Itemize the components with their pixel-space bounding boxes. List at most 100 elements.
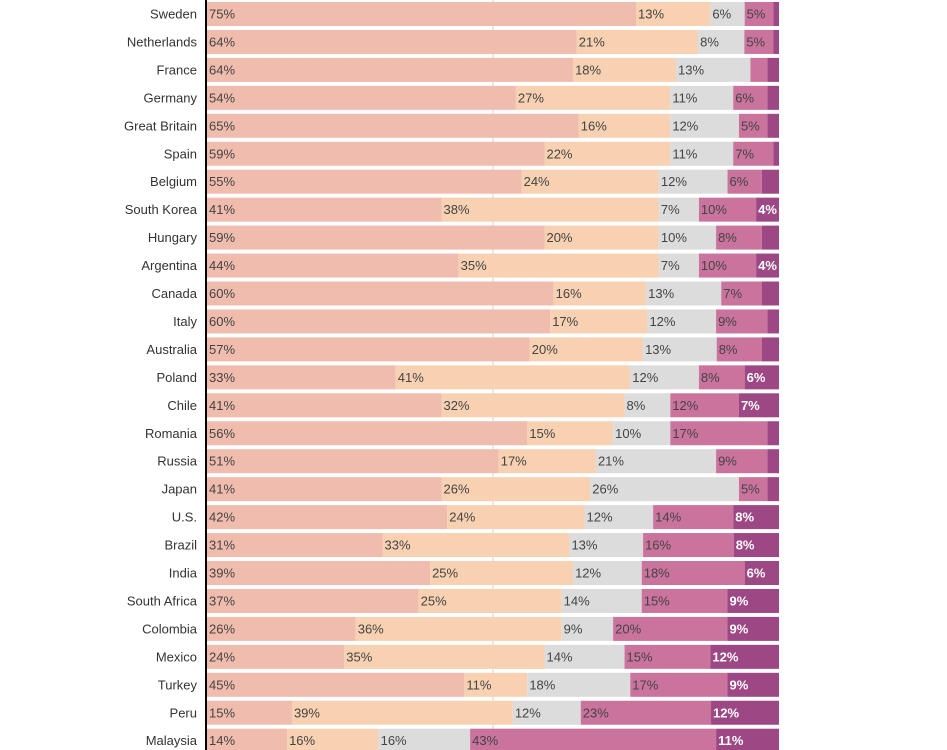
- data-label-germany-4: 6%: [735, 90, 754, 105]
- bar-segment-australia-1: [207, 337, 530, 362]
- bar-segment-australia-4: [716, 337, 763, 362]
- bar-segment-india-3: [573, 561, 642, 585]
- bars-layer: 75% 13% 6% 5% 64% 21% 8% 5% 64% 18% 13% 54% 27% 11% 6%…: [207, 0, 779, 750]
- bar-segment-romania-4: [670, 421, 768, 446]
- data-label-italy-4: 9%: [718, 314, 737, 329]
- bar-segment-mexico-5: [710, 644, 779, 669]
- country-label-italy: Italy: [173, 314, 197, 329]
- bar-segment-netherlands-2: [576, 29, 699, 54]
- data-label-poland-2: 41%: [398, 370, 424, 385]
- bar-segment-turkey-4: [630, 672, 728, 697]
- bar-segment-spain-3: [670, 141, 734, 166]
- country-label-poland: Poland: [157, 370, 197, 385]
- bar-segment-south-korea-1: [207, 197, 442, 222]
- bar-segment-india-1: [207, 561, 431, 585]
- bar-segment-netherlands-5: [773, 29, 779, 54]
- bar-segment-u-s-4: [653, 505, 734, 530]
- bar-segment-germany-3: [670, 85, 734, 110]
- data-label-australia-2: 20%: [532, 342, 558, 357]
- data-label-south-africa-2: 25%: [421, 593, 447, 608]
- country-label-argentina: Argentina: [141, 258, 197, 273]
- bar-segment-germany-5: [767, 85, 779, 110]
- data-label-chile-3: 8%: [627, 398, 646, 413]
- data-label-south-africa-5: 9%: [730, 593, 749, 608]
- bar-segment-colombia-3: [561, 616, 614, 641]
- data-label-india-2: 25%: [432, 566, 458, 581]
- data-label-netherlands-4: 5%: [746, 34, 765, 49]
- bar-segment-chile-4: [670, 393, 739, 418]
- bar-segment-poland-5: [744, 365, 779, 390]
- bar-segment-poland-3: [630, 365, 699, 390]
- data-label-india-1: 39%: [209, 566, 235, 581]
- data-label-malaysia-5: 11%: [718, 733, 744, 748]
- bar-segment-canada-2: [553, 281, 647, 306]
- data-label-south-korea-2: 38%: [444, 202, 470, 217]
- bar-segment-japan-3: [590, 477, 739, 502]
- data-label-colombia-5: 9%: [730, 621, 749, 636]
- bar-segment-hungary-2: [544, 225, 659, 250]
- data-label-italy-2: 17%: [552, 314, 578, 329]
- data-label-chile-4: 12%: [672, 398, 698, 413]
- country-label-australia: Australia: [146, 342, 197, 357]
- bar-segment-australia-3: [643, 337, 717, 362]
- data-label-japan-1: 41%: [209, 482, 235, 497]
- bar-segment-sweden-2: [636, 2, 711, 26]
- bar-segment-turkey-2: [464, 672, 528, 697]
- country-label-belgium: Belgium: [150, 174, 197, 189]
- data-label-canada-4: 7%: [723, 286, 742, 301]
- bar-segment-argentina-2: [458, 253, 659, 278]
- bar-segment-mexico-1: [207, 644, 345, 669]
- bar-segment-india-5: [744, 561, 779, 585]
- bar-segment-russia-1: [207, 449, 499, 474]
- data-label-sweden-4: 5%: [747, 7, 766, 22]
- bar-segment-hungary-3: [658, 225, 717, 250]
- bar-segment-colombia-1: [207, 616, 356, 641]
- bar-segment-chile-3: [624, 393, 671, 418]
- bar-segment-brazil-4: [643, 533, 734, 558]
- bar-segment-italy-4: [716, 309, 768, 334]
- bar-segment-belgium-4: [727, 169, 762, 194]
- bar-segment-colombia-4: [613, 616, 728, 641]
- bar-segment-romania-1: [207, 421, 528, 446]
- bar-segment-japan-2: [441, 477, 591, 502]
- bar-segment-malaysia-4: [470, 728, 717, 750]
- bar-segment-spain-2: [544, 141, 671, 166]
- data-label-colombia-1: 26%: [209, 621, 235, 636]
- data-label-brazil-5: 8%: [736, 538, 755, 553]
- bar-segment-south-korea-3: [658, 197, 699, 222]
- bar-segment-india-4: [641, 561, 745, 585]
- data-label-romania-3: 10%: [615, 426, 641, 441]
- bar-segment-sweden-3: [710, 2, 745, 26]
- data-label-peru-5: 12%: [713, 705, 739, 720]
- data-label-sweden-3: 6%: [712, 7, 731, 22]
- data-label-canada-3: 13%: [648, 286, 674, 301]
- data-label-germany-2: 27%: [518, 90, 544, 105]
- data-label-south-korea-5: 4%: [758, 202, 777, 217]
- data-label-south-korea-3: 7%: [661, 202, 680, 217]
- data-label-romania-2: 15%: [529, 426, 555, 441]
- data-label-germany-3: 11%: [672, 90, 697, 105]
- country-label-romania: Romania: [145, 426, 198, 441]
- bar-segment-belgium-3: [658, 169, 728, 194]
- country-label-malaysia: Malaysia: [146, 733, 198, 748]
- bar-segment-great-britain-5: [767, 113, 779, 138]
- country-label-u-s: U.S.: [172, 510, 197, 525]
- data-label-poland-5: 6%: [747, 370, 766, 385]
- bar-segment-south-africa-4: [641, 588, 728, 613]
- data-label-netherlands-1: 64%: [209, 34, 235, 49]
- data-label-russia-2: 17%: [501, 454, 527, 469]
- data-label-india-3: 12%: [575, 566, 601, 581]
- bar-segment-belgium-1: [207, 169, 522, 194]
- bar-segment-brazil-2: [382, 533, 570, 558]
- data-label-australia-4: 8%: [719, 342, 738, 357]
- bar-segment-germany-4: [733, 85, 768, 110]
- data-label-brazil-2: 33%: [385, 538, 411, 553]
- data-label-colombia-2: 36%: [358, 621, 384, 636]
- country-label-france: France: [157, 62, 197, 77]
- data-label-poland-3: 12%: [632, 370, 658, 385]
- bar-segment-australia-2: [529, 337, 644, 362]
- country-label-peru: Peru: [170, 705, 197, 720]
- data-label-belgium-1: 55%: [209, 174, 235, 189]
- data-label-india-5: 6%: [747, 566, 766, 581]
- bar-segment-great-britain-1: [207, 113, 579, 138]
